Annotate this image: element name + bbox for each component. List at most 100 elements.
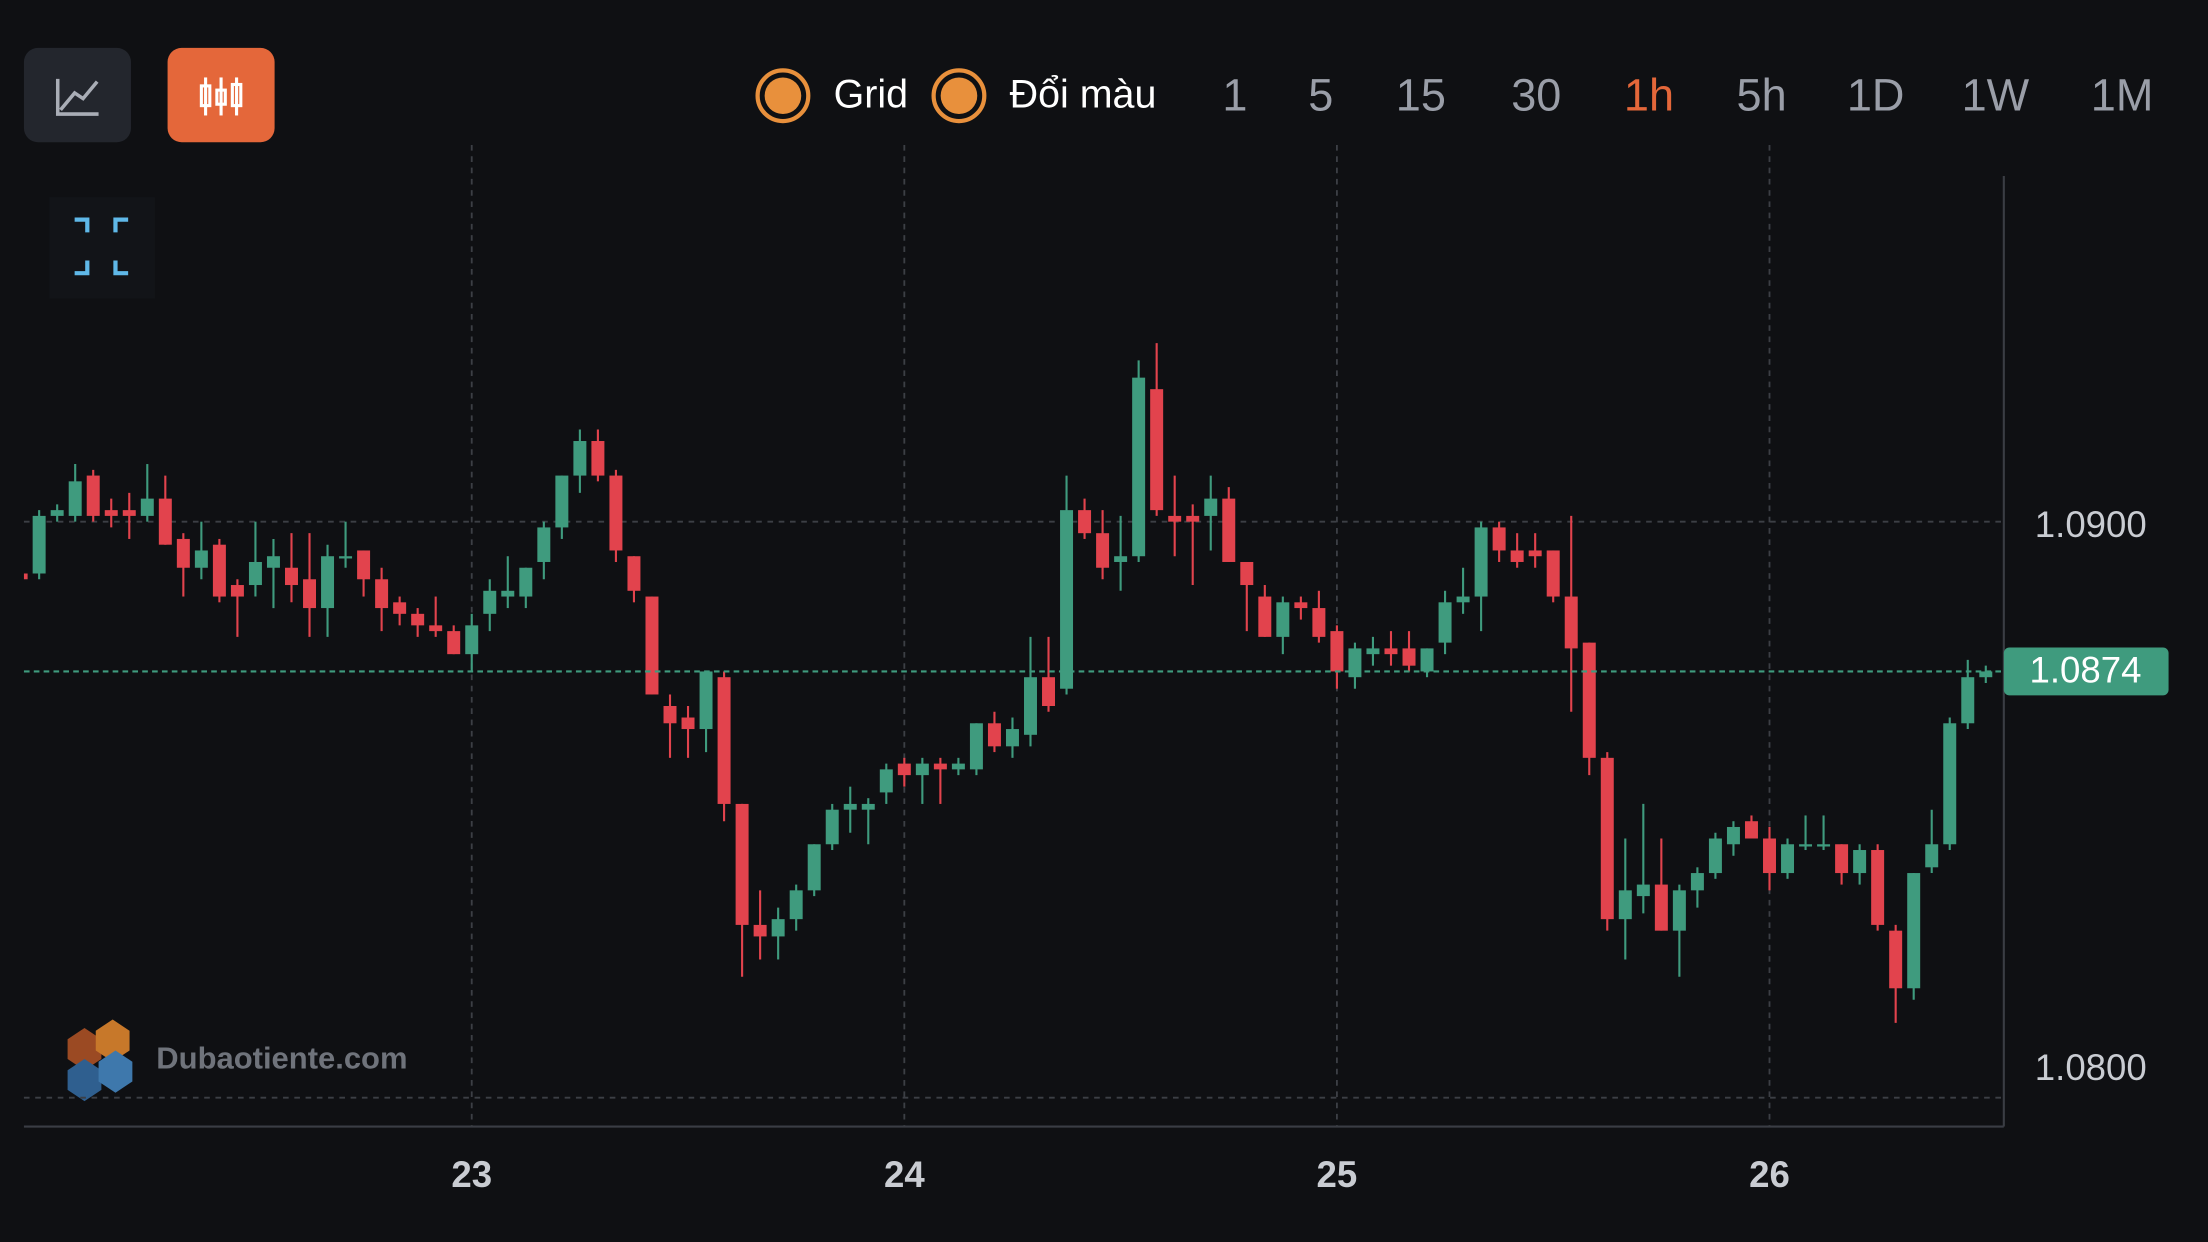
candle [104,498,118,528]
timeframe-button[interactable]: 1 [1222,69,1247,120]
candle [303,533,317,637]
candle-body [1763,838,1776,874]
timeframe-button[interactable]: 1W [1962,69,2030,120]
timeframe-button[interactable]: 30 [1511,69,1561,120]
candle-body [122,510,136,516]
candle-body [321,556,335,609]
timeframe-button[interactable]: 5 [1308,69,1333,120]
candle [1438,590,1452,655]
watermark-text: Dubaotiente.com [156,1041,407,1076]
toggle[interactable]: Đổi màu [931,68,1157,124]
candle-body [1907,873,1921,989]
timeframe-button[interactable]: 1h [1624,69,1674,120]
candle-body [1258,596,1272,637]
candle [1510,533,1524,568]
toggle-label: Đổi màu [1010,73,1157,117]
candle-body [1546,550,1560,597]
toggle[interactable]: Grid [755,68,908,124]
candle [230,579,244,637]
candle [843,786,857,833]
candle [285,533,298,603]
candle [429,596,443,637]
candle-body [609,475,623,551]
candle [1618,838,1632,960]
candle [1889,924,1903,1023]
candle-body [1042,677,1056,707]
candle [266,538,280,609]
candle-body [357,550,371,580]
candle [537,521,551,580]
candle-body [1961,677,1975,724]
timeframe-button[interactable]: 15 [1396,69,1446,120]
timeframe-button[interactable]: 1M [2091,69,2154,120]
candle [1907,873,1921,1000]
candle [933,757,947,804]
candle-body [1853,850,1867,874]
candle-body [1132,377,1146,557]
candle-body [501,590,515,597]
candle-body [537,527,551,562]
candle-body [1114,556,1128,562]
candle [609,469,623,562]
candle-chart-button[interactable] [167,47,275,143]
candle-body [1582,642,1596,758]
candle [1943,717,1957,851]
candle [1654,838,1668,931]
candle-body [375,579,389,609]
logo-cube [98,1050,133,1093]
candle-body [32,515,46,574]
candle [987,711,1001,753]
candle-body [1150,389,1164,511]
candle-body [1330,631,1344,672]
candle [1564,515,1578,712]
candle [1582,642,1596,776]
candle [1708,832,1722,879]
candle-body [1781,844,1795,874]
candle [1258,585,1272,637]
watermark: Dubaotiente.com [67,1019,408,1102]
candle [1925,809,1939,874]
candle [1150,343,1164,516]
candle [1384,631,1398,666]
candle [393,596,407,626]
candle-body [951,763,965,770]
candle-body [1294,602,1308,609]
timeframe-button[interactable]: 1D [1847,69,1905,120]
y-tick-label: 1.0800 [2035,1047,2147,1088]
candle [411,608,425,637]
candle-body [1654,884,1668,931]
candle-icon [199,77,243,116]
timeframe-button[interactable]: 5h [1737,69,1787,120]
candle-body [411,613,425,626]
line-chart-button[interactable] [23,47,131,143]
candle-body [1348,648,1362,678]
candle-body [1600,757,1614,920]
candle [1348,642,1362,689]
collapse-icon[interactable] [49,197,155,299]
candle [248,521,262,597]
candle [1204,475,1218,551]
candle [1744,815,1758,839]
candle-body [1366,648,1380,655]
candle-body [158,498,172,545]
candle [1528,533,1542,568]
candle [753,890,767,960]
candle [1042,636,1056,712]
candle-body [789,890,803,920]
candle-body [1240,561,1254,586]
candle [1817,815,1831,851]
candle [1402,631,1416,672]
candle [519,567,533,609]
candle-body [645,596,659,695]
candle-body [1636,884,1650,897]
candle [861,798,875,845]
x-tick-label: 26 [1749,1154,1790,1195]
candle [1672,884,1686,977]
candle-body [248,561,262,586]
candle [1186,504,1200,586]
candle-body [825,809,839,845]
candle [645,596,659,695]
candle-body [1005,729,1019,747]
candle-body [627,556,641,591]
candle-body [555,475,569,528]
